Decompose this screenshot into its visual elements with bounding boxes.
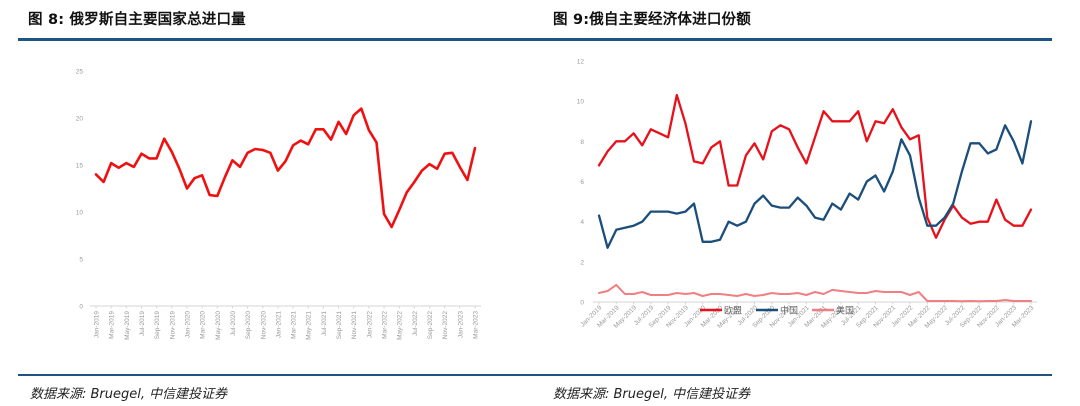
x-tick-label: May-2019 xyxy=(124,311,131,340)
x-tick-label: May-2021 xyxy=(306,311,313,340)
x-tick-label: Sep-2022 xyxy=(427,311,434,340)
y-tick-label: 15 xyxy=(76,163,84,170)
legend-item-0: 欧盟 xyxy=(700,304,742,316)
y-tick-label: 5 xyxy=(79,257,83,264)
figure-9-chart: 024681012Jan-2019Mar-2019May-2019Jul-201… xyxy=(577,59,1037,330)
x-tick-label: Sep-2020 xyxy=(245,311,252,340)
series-line-1 xyxy=(597,120,1033,249)
y-tick-label: 0 xyxy=(79,304,83,311)
figure-8-top-rule xyxy=(18,38,540,41)
x-tick-label: Jul-2021 xyxy=(321,311,328,336)
x-tick-label: Mar-2019 xyxy=(109,311,116,339)
figure-8-source: 数据来源: Bruegel, 中信建投证券 xyxy=(30,387,228,402)
x-tick-label: Sep-2021 xyxy=(336,311,343,340)
y-tick-label: 6 xyxy=(580,179,584,186)
y-tick-label: 2 xyxy=(580,259,584,266)
x-tick-label: Jan-2023 xyxy=(457,311,464,338)
series-line-0 xyxy=(597,93,1033,239)
x-tick-label: Sep-2019 xyxy=(154,311,161,340)
series-line-0 xyxy=(94,107,477,229)
legend-item-1: 中国 xyxy=(756,304,798,316)
figure-8-bottom-rule xyxy=(18,374,540,376)
series-line-2 xyxy=(598,283,1032,303)
y-tick-label: 25 xyxy=(76,69,84,76)
x-tick-label: Mar-2020 xyxy=(200,311,207,339)
x-tick-label: Jul-2022 xyxy=(412,311,419,336)
figure-9-top-rule xyxy=(540,38,1052,41)
x-tick-label: Jan-2020 xyxy=(184,311,191,338)
y-tick-label: 12 xyxy=(577,59,585,66)
x-tick-label: May-2020 xyxy=(215,311,222,340)
x-tick-label: Jul-2019 xyxy=(139,311,146,336)
chart-legend: 欧盟 中国 美国 xyxy=(700,304,854,316)
legend-label: 欧盟 xyxy=(724,304,742,316)
figure-8-title: 图 8: 俄罗斯自主要国家总进口量 xyxy=(28,12,246,28)
x-tick-label: May-2022 xyxy=(397,311,404,340)
legend-label: 中国 xyxy=(780,304,798,316)
x-tick-label: Mar-2022 xyxy=(382,311,389,339)
y-tick-label: 10 xyxy=(76,210,84,217)
y-tick-label: 8 xyxy=(580,139,584,146)
figure-8-chart: 0 5 10 15 20 25 Jan-2019 Mar-2019 May-2019 Jul-20… xyxy=(76,69,481,340)
y-tick-label: 10 xyxy=(577,99,585,106)
figure-9-source: 数据来源: Bruegel, 中信建投证券 xyxy=(553,387,751,402)
x-tick-label: Jul-2020 xyxy=(230,311,237,336)
x-tick-label: Nov-2019 xyxy=(169,311,176,340)
x-tick-label: Nov-2021 xyxy=(351,311,358,340)
y-tick-label: 4 xyxy=(580,219,584,226)
figure-9-bottom-rule xyxy=(540,374,1052,376)
x-tick-label: Jan-2019 xyxy=(94,311,101,338)
legend-label: 美国 xyxy=(836,304,854,316)
x-tick-label: Mar-2021 xyxy=(291,311,298,339)
x-tick-label: Nov-2020 xyxy=(260,311,267,340)
y-tick-label: 0 xyxy=(580,300,584,307)
figure-9-title: 图 9:俄自主要经济体进口份额 xyxy=(553,12,751,28)
x-tick-label: Mar-2023 xyxy=(473,311,480,339)
y-tick-label: 20 xyxy=(76,116,84,123)
x-tick-label: Nov-2022 xyxy=(442,311,449,340)
x-tick-label: Jan-2022 xyxy=(366,311,373,338)
legend-item-2: 美国 xyxy=(812,304,854,316)
x-tick-label: Jan-2021 xyxy=(275,311,282,338)
